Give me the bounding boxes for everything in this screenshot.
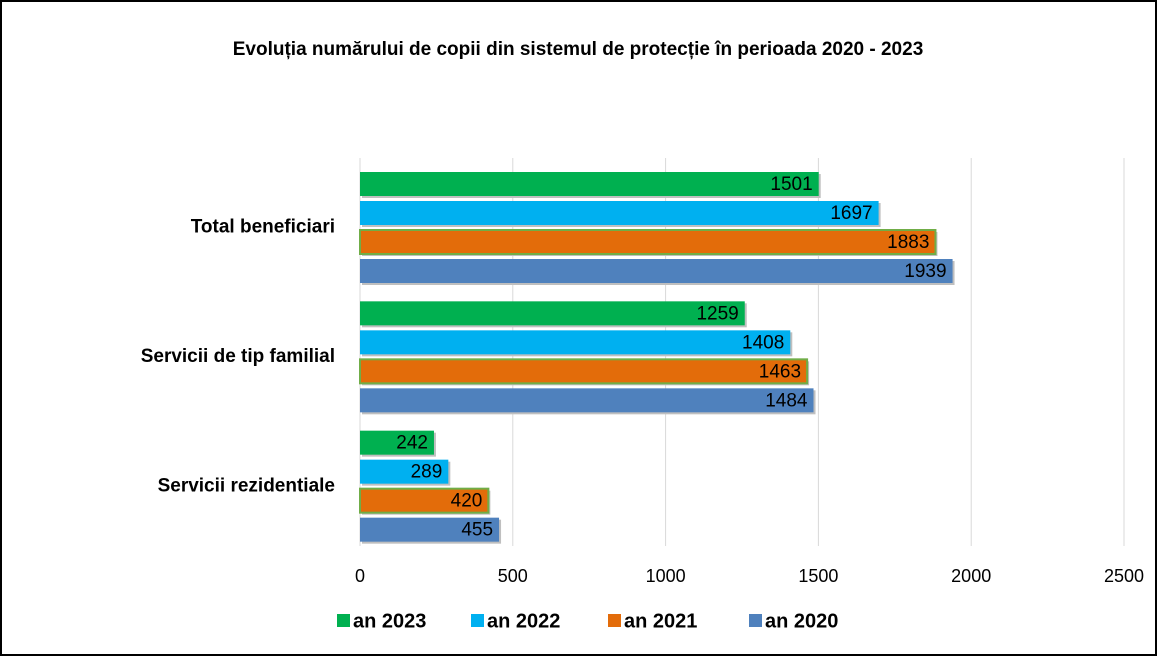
bar — [360, 330, 791, 355]
bar — [360, 201, 879, 225]
data-label: 242 — [396, 433, 428, 454]
bar — [360, 259, 953, 283]
category-label: Servicii rezidentiale — [158, 475, 335, 496]
bar — [359, 487, 490, 514]
data-label: 1408 — [742, 332, 784, 353]
legend-swatch — [608, 614, 621, 627]
legend-swatch — [749, 614, 762, 627]
bar — [359, 229, 937, 255]
category-label: Servicii de tip familial — [141, 346, 335, 367]
data-label: 420 — [451, 491, 483, 512]
data-label: 1463 — [759, 361, 801, 382]
bar — [360, 517, 500, 542]
data-label: 1484 — [765, 390, 808, 411]
bar — [360, 301, 745, 326]
bar — [359, 358, 809, 385]
x-tick-label: 2000 — [951, 566, 991, 586]
data-label: 455 — [461, 520, 493, 541]
legend-label: an 2021 — [624, 610, 697, 632]
legend-label: an 2020 — [765, 610, 838, 632]
data-label: 1259 — [696, 303, 738, 324]
bar — [360, 430, 434, 455]
x-tick-label: 1000 — [646, 566, 686, 586]
data-label: 1883 — [887, 232, 929, 253]
legend-label: an 2022 — [487, 610, 560, 632]
data-label: 289 — [411, 462, 443, 483]
x-tick-label: 1500 — [798, 566, 838, 586]
data-label: 1501 — [770, 174, 812, 195]
chart-title: Evoluția numărului de copii din sistemul… — [233, 39, 924, 60]
data-label: 1697 — [830, 203, 872, 224]
x-tick-label: 500 — [498, 566, 528, 586]
bar — [360, 459, 449, 484]
x-tick-label: 0 — [355, 566, 365, 586]
category-label: Total beneficiari — [191, 217, 335, 238]
data-label: 1939 — [904, 261, 946, 282]
x-tick-label: 2500 — [1104, 566, 1144, 586]
legend-swatch — [337, 614, 350, 627]
bar — [360, 172, 819, 196]
legend-swatch — [471, 614, 484, 627]
legend-label: an 2023 — [353, 610, 426, 632]
bar — [360, 388, 814, 413]
